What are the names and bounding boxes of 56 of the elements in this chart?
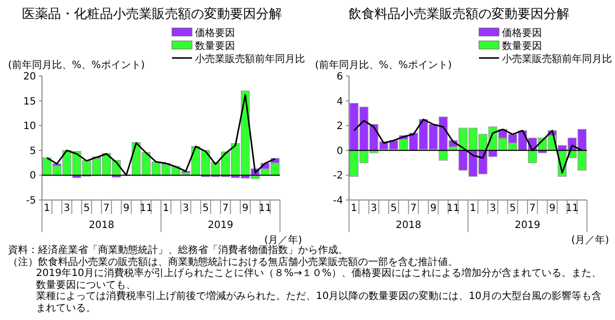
y-tick-label: -4 — [333, 196, 343, 206]
y-tick-label: 0 — [30, 170, 36, 182]
x-tick-label: 5 — [509, 203, 516, 214]
text: 2018 — [88, 220, 114, 231]
x-tick-label: 9 — [430, 203, 436, 214]
x-tick-label: 11 — [446, 203, 460, 214]
y-tick-label: 0 — [336, 146, 343, 157]
legend-label: 小売業販売額前年同月比 — [502, 53, 612, 65]
text: 2019年10月に消費税率が引上げられたことに伴い（８%→１０%）、価格要因にはこれによる増加分が含まれている。また、数量要因についても、 — [35, 268, 603, 290]
x-tick-label: 3 — [182, 203, 189, 214]
x-tick-label: 3 — [64, 203, 70, 214]
x-tick-label: 1 — [162, 203, 170, 214]
x-tick-label: 5 — [83, 203, 90, 214]
x-tick-label: 3 — [490, 203, 496, 214]
y-tick-label: 20 — [23, 72, 36, 82]
y-tick-label: 15 — [23, 96, 36, 108]
x-tick-label: 9 — [242, 203, 248, 214]
y-tick-label: 2 — [336, 121, 343, 132]
x-tick-label: 7 — [410, 203, 417, 214]
text: (月／年) — [571, 234, 610, 246]
text: （注）飲食料品小売業の販売額は、商業動態統計における無店舗小売業販売額の一部を含む推計値。 — [8, 256, 459, 268]
x-tick-label: 11 — [566, 203, 578, 214]
x-tick-label: 9 — [549, 203, 556, 214]
x-tick-label: 1 — [44, 203, 50, 214]
x-tick-label: 11 — [140, 203, 152, 214]
text: 2018 — [396, 220, 422, 231]
x-tick-label: 11 — [258, 203, 272, 214]
x-tick-label: 7 — [222, 203, 229, 214]
y-tick-label: 10 — [23, 121, 36, 132]
y-tick-label: -2 — [333, 170, 343, 182]
text: 業種によっては消費税率引上げ前後で増減がみられた。ただ、10月以降の数量要因の変動には、10月の大型台風の影響等も含まれている。 — [35, 291, 602, 314]
y-tick-label: -5 — [26, 196, 36, 206]
x-tick-label: 5 — [390, 203, 397, 214]
text: (月／年) — [264, 234, 302, 246]
x-tick-label: 3 — [370, 203, 377, 214]
y-tick-label: 5 — [30, 146, 36, 157]
y-axis-title: (前年同月比、%、%ポイント) — [315, 59, 452, 71]
text: 資料：経済産業省「商業動態統計」、総務省「消費者物価指数」から作成。 — [8, 245, 349, 256]
x-tick-label: 5 — [202, 203, 209, 214]
legend-label: 数量要因 — [502, 41, 542, 52]
legend-label: 価格要因 — [502, 27, 542, 39]
text: 2019 — [208, 220, 234, 231]
x-tick-label: 9 — [123, 203, 130, 214]
legend-label: 価格要因 — [195, 27, 235, 39]
legend-label: 数量要因 — [195, 41, 235, 52]
y-tick-label: 4 — [336, 96, 343, 108]
chart-title: 飲食料品小売業販売額の変動要因分解 — [348, 6, 570, 22]
chart-title: 医薬品・化粧品小売業販売額の変動要因分解 — [22, 6, 282, 22]
x-tick-label: 7 — [529, 203, 536, 214]
x-tick-label: 1 — [350, 203, 358, 214]
y-axis-title: (前年同月比、%、%ポイント) — [8, 59, 145, 71]
x-tick-label: 7 — [103, 203, 110, 214]
legend-label: 小売業販売額前年同月比 — [195, 53, 305, 65]
text: 2019 — [514, 220, 540, 231]
y-tick-label: 6 — [336, 72, 343, 82]
x-tick-label: 1 — [470, 203, 476, 214]
